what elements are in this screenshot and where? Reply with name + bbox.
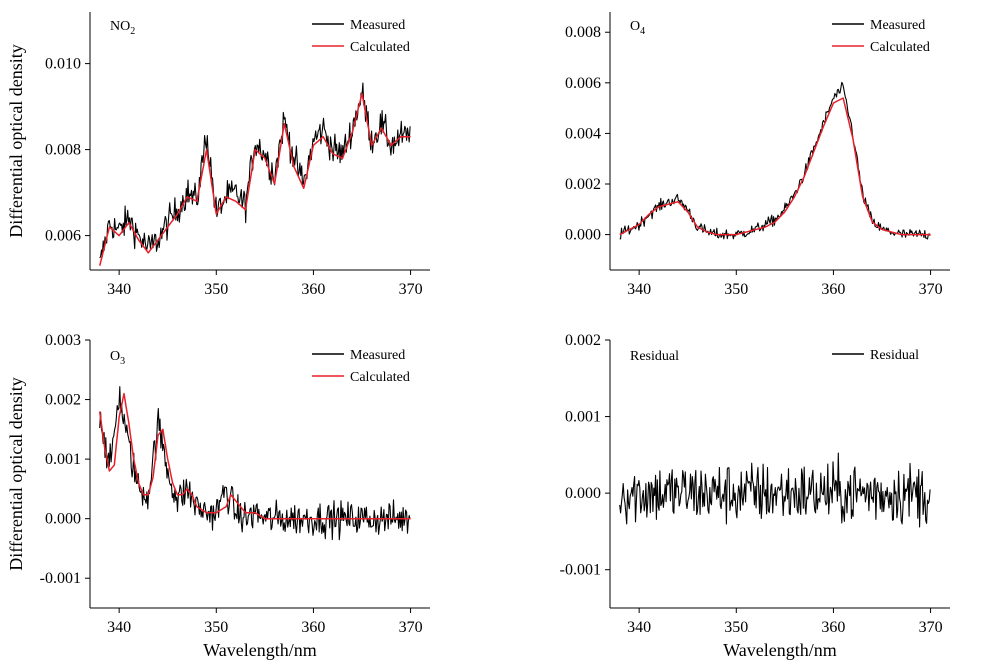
legend-label-calculated: Calculated	[870, 40, 930, 55]
x-tick-label: 370	[919, 619, 943, 636]
y-tick-label: -0.001	[560, 562, 601, 579]
panel-label: Residual	[630, 349, 679, 364]
series-line-calculated	[98, 392, 411, 520]
x-tick-label: 350	[724, 619, 748, 636]
y-tick-label: 0.000	[565, 227, 601, 244]
legend-label-measured: Measured	[350, 348, 405, 363]
x-axis-title: Wavelength/nm	[723, 640, 837, 660]
legend-label-residual: Residual	[870, 348, 919, 363]
x-tick-label: 360	[301, 619, 325, 636]
panel-label: NO2	[110, 19, 135, 37]
x-tick-label: 370	[919, 281, 943, 298]
panel-label-main: O	[110, 349, 120, 364]
y-tick-label: 0.002	[565, 332, 601, 349]
y-tick-label: 0.004	[565, 125, 601, 142]
y-tick-label: 0.000	[565, 485, 601, 502]
legend-label-measured: Measured	[350, 18, 405, 33]
x-tick-label: 370	[399, 619, 423, 636]
panel-label-main: NO	[110, 19, 130, 34]
x-tick-label: 360	[821, 281, 845, 298]
panel-label-main: Residual	[630, 349, 679, 364]
legend-label-calculated: Calculated	[350, 40, 410, 55]
chart-panel-4: -0.001 0.000 0.001 0.002 340 350 360 370 Wavelen…	[560, 332, 950, 660]
series-line-measured	[619, 81, 931, 240]
legend-label-calculated: Calculated	[350, 370, 410, 385]
panel-label: O3	[110, 349, 125, 367]
y-axis-title: Differential optical density	[6, 377, 26, 571]
x-tick-label: 370	[399, 281, 423, 298]
panel-label-main: O	[630, 19, 640, 34]
y-tick-label: 0.008	[565, 24, 601, 41]
y-tick-label: 0.010	[45, 56, 81, 73]
y-tick-label: 0.002	[45, 392, 81, 409]
x-axis-title: Wavelength/nm	[203, 640, 317, 660]
legend-label-measured: Measured	[870, 18, 925, 33]
panel-label-subscript: 4	[640, 26, 645, 37]
x-tick-label: 350	[204, 619, 228, 636]
panel-label-subscript: 2	[130, 26, 135, 37]
series-line-calculated	[98, 92, 411, 266]
series-line-measured	[99, 82, 411, 259]
y-tick-label: 0.002	[565, 176, 601, 193]
x-tick-label: 340	[107, 281, 131, 298]
x-tick-label: 340	[107, 619, 131, 636]
y-tick-label: 0.001	[45, 451, 81, 468]
x-tick-label: 360	[821, 619, 845, 636]
x-tick-label: 360	[301, 281, 325, 298]
y-tick-label: 0.000	[45, 511, 81, 528]
chart-panel-1: 0.006 0.008 0.010 340 350 360 370 Differential …	[6, 12, 430, 298]
x-tick-label: 340	[627, 619, 651, 636]
y-axis-title: Differential optical density	[6, 44, 26, 238]
y-tick-label: 0.003	[45, 332, 81, 349]
chart-panel-3: -0.001 0.000 0.001 0.002 0.003 340 350 360 370 Di…	[6, 332, 430, 660]
series-line-measured	[99, 386, 411, 541]
panel-label: O4	[630, 19, 645, 37]
chart-panel-2: 0.000 0.002 0.004 0.006 0.008 340 350 360 370 O4 M…	[565, 12, 950, 298]
y-tick-label: 0.001	[565, 409, 601, 426]
series-line-residual	[619, 452, 931, 528]
y-tick-label: 0.006	[45, 228, 81, 245]
y-tick-label: 0.008	[45, 142, 81, 159]
y-tick-label: -0.001	[40, 570, 81, 587]
x-tick-label: 350	[724, 281, 748, 298]
series-line-calculated	[619, 97, 931, 236]
panel-label-subscript: 3	[120, 356, 125, 367]
y-tick-label: 0.006	[565, 75, 601, 92]
x-tick-label: 350	[204, 281, 228, 298]
x-tick-label: 340	[627, 281, 651, 298]
